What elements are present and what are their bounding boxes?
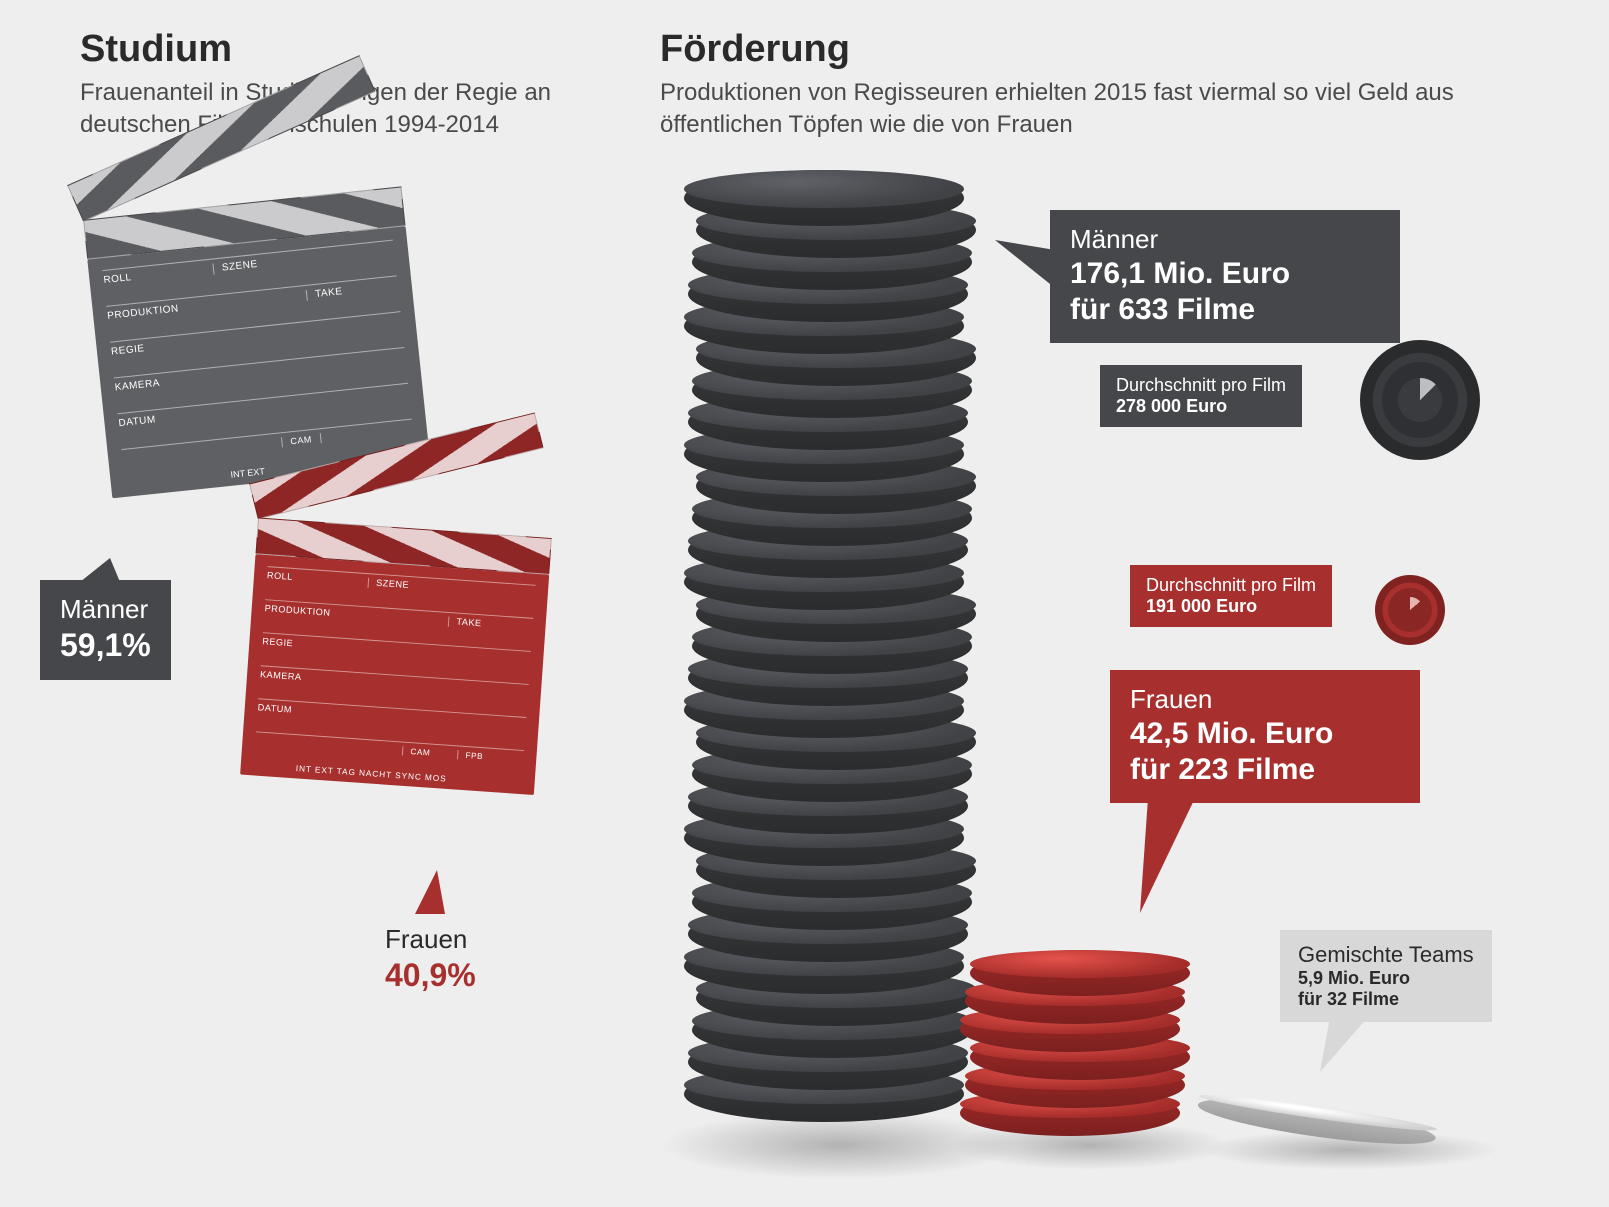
studium-women-stat: Frauen 40,9% xyxy=(365,910,496,1010)
forderung-section: Förderung Produktionen von Regisseuren e… xyxy=(660,28,1540,142)
forderung-mixed-stat: Gemischte Teams 5,9 Mio. Euro für 32 Fil… xyxy=(1280,930,1492,1022)
studium-men-stat: Männer 59,1% xyxy=(40,580,171,680)
lens-women-icon xyxy=(1375,575,1445,645)
lens-men-icon xyxy=(1360,340,1480,460)
coin-stack-women xyxy=(965,950,1185,1150)
coin-stack-men xyxy=(690,170,970,1130)
forderung-women-stat: Frauen 42,5 Mio. Euro für 223 Filme xyxy=(1110,670,1420,803)
forderung-men-avg: Durchschnitt pro Film 278 000 Euro xyxy=(1100,365,1302,427)
forderung-men-stat: Männer 176,1 Mio. Euro für 633 Filme xyxy=(1050,210,1400,343)
forderung-subtitle: Produktionen von Regisseuren erhielten 2… xyxy=(660,77,1540,142)
forderung-title: Förderung xyxy=(660,28,1540,71)
forderung-women-avg: Durchschnitt pro Film 191 000 Euro xyxy=(1130,565,1332,627)
